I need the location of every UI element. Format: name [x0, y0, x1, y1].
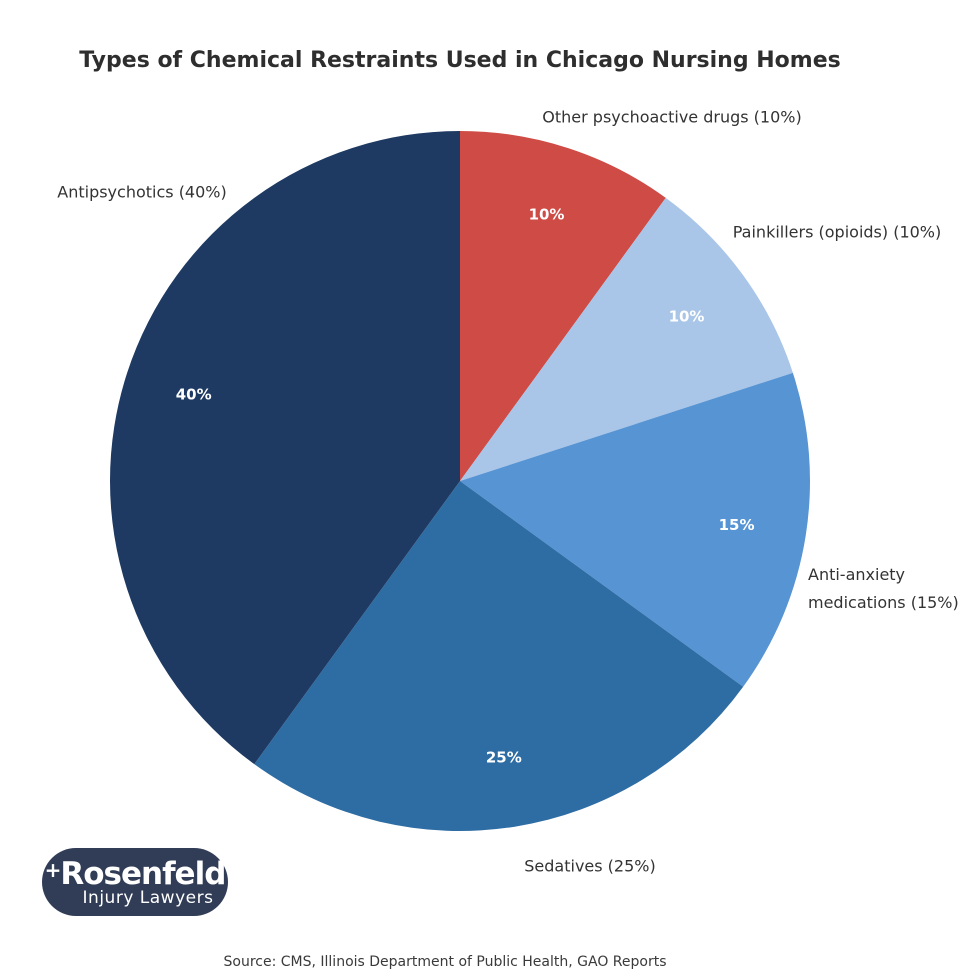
chart-title: Types of Chemical Restraints Used in Chi…	[79, 48, 841, 73]
slice-label-painkillers: Painkillers (opioids) (10%)	[732, 222, 942, 242]
pie-percent-label-3: 25%	[486, 749, 522, 767]
logo-tagline: Injury Lawyers	[82, 888, 214, 908]
pie-slice-0	[460, 131, 666, 481]
pie-slice-3	[254, 481, 744, 831]
pie-percent-label-4: 40%	[176, 385, 212, 403]
logo-name: Rosenfeld	[60, 856, 226, 892]
slice-label-sedatives: Sedatives (25%)	[524, 856, 656, 876]
logo-name-row: + Rosenfeld	[45, 856, 227, 892]
slice-label-anti-anxiety: Anti-anxiety medications (15%)	[808, 565, 959, 612]
pie-percent-label-0: 10%	[529, 206, 565, 224]
pie-percent-label-1: 10%	[669, 307, 705, 325]
pie-slice-1	[460, 197, 793, 481]
slice-label-other-psychoactive: Other psychoactive drugs (10%)	[542, 107, 802, 127]
pie-percent-label-2: 15%	[719, 516, 755, 534]
slice-label-antipsychotics: Antipsychotics (40%)	[57, 182, 227, 202]
pie-slice-4	[110, 131, 461, 765]
source-note: Source: CMS, Illinois Department of Publ…	[223, 954, 667, 970]
plus-icon: +	[44, 858, 62, 882]
rosenfeld-logo: + Rosenfeld Injury Lawyers	[42, 848, 228, 916]
pie-slice-2	[460, 372, 810, 687]
